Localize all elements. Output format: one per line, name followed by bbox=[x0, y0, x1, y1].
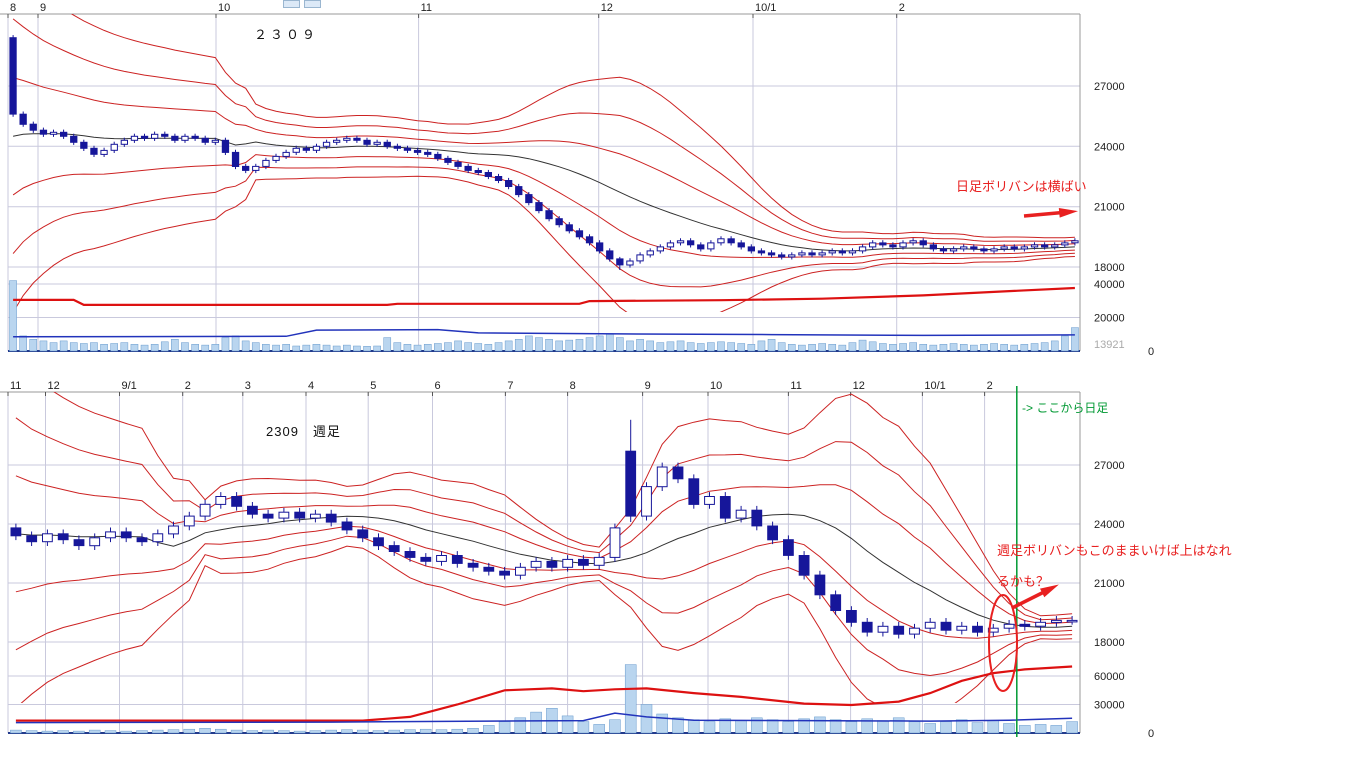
volume-bars bbox=[9, 280, 1079, 352]
y-axis-labels: 27000 24000 21000 18000 40000 20000 0 13921 bbox=[1094, 81, 1154, 358]
svg-text:21000: 21000 bbox=[1094, 578, 1125, 590]
svg-text:40000: 40000 bbox=[1094, 279, 1125, 291]
svg-text:18000: 18000 bbox=[1094, 262, 1125, 274]
gridlines bbox=[7, 392, 1080, 733]
svg-text:6: 6 bbox=[435, 380, 441, 392]
svg-text:12: 12 bbox=[853, 380, 865, 392]
volume-bars bbox=[10, 664, 1078, 734]
x-axis-labels: 8 9 10 11 12 10/1 2 bbox=[7, 2, 905, 18]
daily-divider-label: -> ここから日足 bbox=[1022, 401, 1109, 415]
svg-text:2: 2 bbox=[987, 380, 993, 392]
weekly-candlestick-chart: 11 12 9/1 2 3 4 5 6 7 8 9 10 11 12 10/1 2 27000 24000 2100… bbox=[0, 380, 1154, 740]
svg-text:10: 10 bbox=[710, 380, 722, 392]
svg-text:9: 9 bbox=[645, 380, 651, 392]
fragment-button-icon[interactable] bbox=[304, 0, 321, 8]
svg-text:10: 10 bbox=[218, 2, 230, 14]
svg-text:11: 11 bbox=[421, 2, 432, 14]
weekly-breakout-annotation-line2: るかも？ bbox=[997, 574, 1050, 589]
svg-text:10/1: 10/1 bbox=[924, 380, 945, 392]
fragment-button-icon[interactable] bbox=[283, 0, 300, 8]
candlesticks bbox=[9, 35, 1079, 270]
annotation-arrow bbox=[1011, 584, 1059, 610]
weekly-breakout-annotation-line1: 週足ボリバンもこのままいけば上はなれ bbox=[997, 543, 1232, 558]
annotation-arrow bbox=[1023, 208, 1078, 218]
svg-text:2: 2 bbox=[185, 380, 191, 392]
svg-text:3: 3 bbox=[245, 380, 251, 392]
svg-text:20000: 20000 bbox=[1094, 313, 1125, 325]
svg-text:11: 11 bbox=[790, 380, 801, 392]
daily-trend-annotation: 日足ボリバンは横ばい bbox=[956, 179, 1087, 194]
svg-text:24000: 24000 bbox=[1094, 519, 1125, 531]
svg-text:13921: 13921 bbox=[1094, 339, 1125, 351]
svg-text:4: 4 bbox=[308, 380, 314, 392]
svg-text:9: 9 bbox=[40, 2, 46, 14]
weekly-chart-title: 2309 週足 bbox=[266, 424, 341, 439]
svg-text:8: 8 bbox=[10, 2, 16, 14]
svg-text:27000: 27000 bbox=[1094, 81, 1125, 93]
svg-text:0: 0 bbox=[1148, 346, 1154, 358]
svg-text:12: 12 bbox=[48, 380, 60, 392]
svg-text:5: 5 bbox=[370, 380, 376, 392]
svg-text:7: 7 bbox=[507, 380, 513, 392]
window-fragment bbox=[283, 0, 321, 8]
svg-text:11: 11 bbox=[10, 380, 21, 392]
volume-overlay-lines bbox=[15, 665, 1073, 724]
daily-candlestick-chart: 8 9 10 11 12 10/1 2 27000 24000 21000 18000 40000 20… bbox=[0, 2, 1154, 358]
svg-text:24000: 24000 bbox=[1094, 141, 1125, 153]
svg-text:0: 0 bbox=[1148, 728, 1154, 740]
candlesticks bbox=[10, 419, 1078, 639]
y-axis-labels: 27000 24000 21000 18000 60000 30000 0 bbox=[1094, 460, 1154, 740]
gridlines bbox=[7, 14, 1080, 351]
volume-overlay-lines bbox=[13, 286, 1075, 338]
svg-text:10/1: 10/1 bbox=[755, 2, 776, 14]
bollinger-bands bbox=[15, 392, 1073, 703]
svg-text:8: 8 bbox=[570, 380, 576, 392]
svg-text:21000: 21000 bbox=[1094, 202, 1125, 214]
svg-text:2: 2 bbox=[899, 2, 905, 14]
svg-text:9/1: 9/1 bbox=[122, 380, 137, 392]
svg-text:12: 12 bbox=[601, 2, 613, 14]
svg-text:27000: 27000 bbox=[1094, 460, 1125, 472]
svg-text:30000: 30000 bbox=[1094, 700, 1125, 712]
daily-chart-title: ２３０９ bbox=[254, 27, 319, 42]
bollinger-bands bbox=[12, 14, 1075, 312]
x-axis-labels: 11 12 9/1 2 3 4 5 6 7 8 9 10 11 12 10/1 2 bbox=[7, 380, 993, 396]
svg-text:18000: 18000 bbox=[1094, 637, 1125, 649]
svg-text:60000: 60000 bbox=[1094, 671, 1125, 683]
highlight-ellipse bbox=[988, 594, 1018, 692]
